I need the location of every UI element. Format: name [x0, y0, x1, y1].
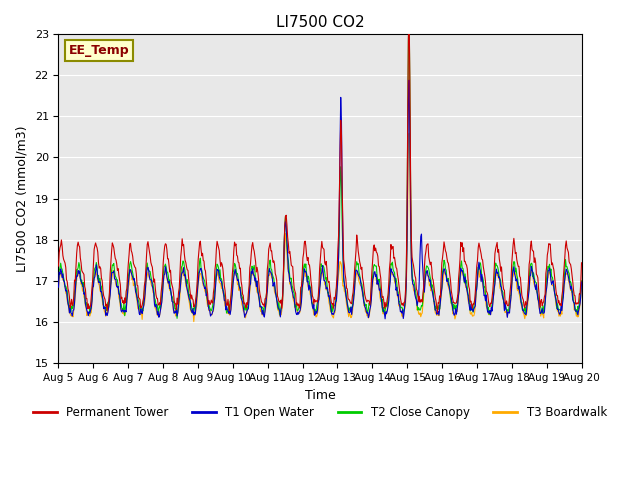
Title: LI7500 CO2: LI7500 CO2 [276, 15, 364, 30]
Text: EE_Temp: EE_Temp [69, 44, 129, 57]
X-axis label: Time: Time [305, 389, 335, 402]
Legend: Permanent Tower, T1 Open Water, T2 Close Canopy, T3 Boardwalk: Permanent Tower, T1 Open Water, T2 Close… [29, 401, 611, 423]
Y-axis label: LI7500 CO2 (mmol/m3): LI7500 CO2 (mmol/m3) [16, 125, 29, 272]
